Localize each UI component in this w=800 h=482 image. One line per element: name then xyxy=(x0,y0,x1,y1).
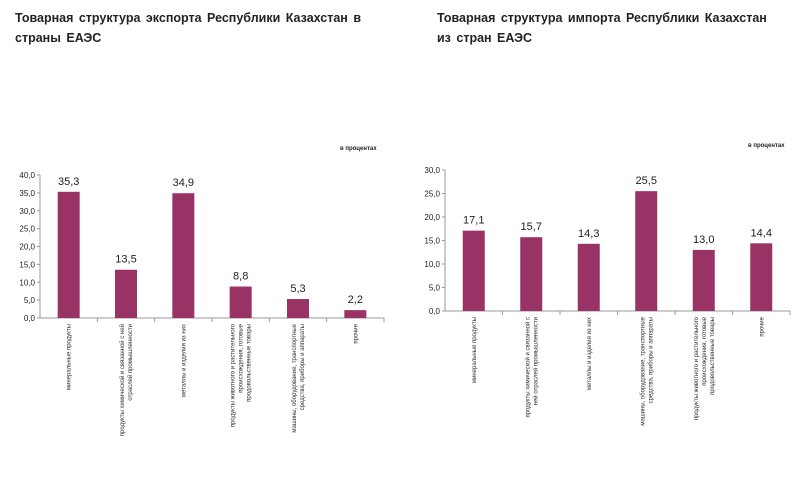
y-tick-label: 20,0 xyxy=(19,243,35,252)
y-tick-label: 30,0 xyxy=(424,166,440,175)
category-label: машины, оборудование, транспортные средст… xyxy=(640,316,654,425)
bar xyxy=(520,237,543,311)
right-title-line1: Товарная структура импорта Республики Ка… xyxy=(437,11,767,25)
y-tick-label: 5,0 xyxy=(24,296,36,305)
left-title-line2: страны ЕАЭС xyxy=(15,31,102,45)
y-tick-label: 10,0 xyxy=(424,260,440,269)
data-label: 35,3 xyxy=(58,176,79,188)
category-label-line: прочие xyxy=(759,316,765,336)
category-label: минеральные продукты xyxy=(67,324,73,390)
data-label: 5,3 xyxy=(290,283,305,295)
category-label: металлы и изделия из них xyxy=(181,324,187,397)
y-tick-label: 15,0 xyxy=(424,237,440,246)
y-tick-label: 40,0 xyxy=(19,171,35,180)
data-label: 13,0 xyxy=(693,234,714,246)
category-label-line: минеральные продукты xyxy=(67,324,73,390)
bar xyxy=(344,310,367,318)
category-label-line: продукты химической и связанной с xyxy=(524,317,531,418)
category-label-line: машины, оборудование, транспортные xyxy=(640,316,646,425)
y-tick-label: 35,0 xyxy=(19,189,35,198)
data-label: 8,8 xyxy=(233,271,248,283)
left-chart-title: Товарная структура экспорта Республики К… xyxy=(15,8,361,48)
bar xyxy=(57,191,80,318)
category-label: прочие xyxy=(759,316,765,336)
y-tick-label: 5,0 xyxy=(429,284,441,293)
category-label: продукты животного и растительного происх… xyxy=(694,316,716,420)
category-label-line: металлы и изделия из них xyxy=(587,317,593,390)
category-label: машины, оборудование, транспортные средст… xyxy=(292,323,306,432)
y-tick-label: 25,0 xyxy=(19,225,35,234)
y-tick-label: 30,0 xyxy=(19,207,35,216)
unit-note: в процентах xyxy=(748,143,785,149)
data-label: 15,7 xyxy=(521,221,542,233)
bar xyxy=(635,191,658,311)
category-label-line: средства, приборы и аппараты xyxy=(648,317,654,403)
category-label: прочие xyxy=(353,323,359,343)
data-label: 14,3 xyxy=(578,228,599,240)
category-label: продукты химической и связанной с ней отр… xyxy=(524,317,539,418)
category-label-line: происхождения, готовые xyxy=(239,323,245,392)
y-tick-label: 15,0 xyxy=(19,260,35,269)
bar xyxy=(172,193,195,318)
bar xyxy=(692,249,715,311)
category-label-line: ней отраслей промышленности xyxy=(532,317,539,405)
category-label-line: продовольственные товары xyxy=(247,324,253,402)
y-tick-label: 0,0 xyxy=(429,307,441,316)
category-label-line: средства, приборы и аппараты xyxy=(300,324,306,410)
bar xyxy=(229,286,252,318)
category-label: продукты животного и растительного происх… xyxy=(231,323,253,427)
y-tick-label: 10,0 xyxy=(19,278,35,287)
chart-1: в процентах 0,0 5,0 10,0 15,0 20,0 25,0 30,0 17,… xyxy=(424,143,791,426)
category-label-line: прочие xyxy=(353,323,359,343)
right-chart-title: Товарная структура импорта Республики Ка… xyxy=(437,8,767,48)
data-label: 25,5 xyxy=(636,175,657,187)
category-label-line: отраслей промышленности xyxy=(127,324,134,401)
bar xyxy=(577,243,600,311)
category-label-line: металлы и изделия из них xyxy=(181,324,187,397)
bar xyxy=(115,269,137,318)
data-label: 13,5 xyxy=(115,254,136,266)
data-label: 2,2 xyxy=(348,294,363,306)
category-label: минеральные продукты xyxy=(472,317,478,383)
category-label: продукты химической и связанной с ней отр… xyxy=(119,324,134,436)
right-title-line2: из стран ЕАЭС xyxy=(437,31,533,45)
category-label: металлы и изделия из них xyxy=(587,317,593,390)
category-label-line: продукты животного и растительного xyxy=(231,323,237,427)
left-title-line1: Товарная структура экспорта Республики К… xyxy=(15,11,362,25)
category-label-line: продукты химической и связанной с ней xyxy=(119,324,126,436)
category-label-line: машины, оборудование, транспортные xyxy=(292,323,298,432)
category-label-line: происхождения, готовые xyxy=(702,316,708,385)
y-tick-label: 0,0 xyxy=(24,314,36,323)
category-label-line: минеральные продукты xyxy=(472,317,478,383)
chart-0: в процентах 0,0 5,0 10,0 15,0 20,0 25,0 30,0 35,… xyxy=(19,146,385,436)
bar xyxy=(287,299,309,318)
bar xyxy=(462,230,485,311)
data-label: 17,1 xyxy=(463,215,484,227)
unit-note: в процентах xyxy=(340,146,377,152)
data-label: 14,4 xyxy=(751,227,772,239)
data-label: 34,9 xyxy=(173,177,194,189)
category-label-line: продукты животного и растительного xyxy=(694,316,700,420)
bar xyxy=(750,243,773,311)
category-label-line: продовольственные товары xyxy=(710,317,716,395)
y-tick-label: 25,0 xyxy=(424,190,440,199)
y-tick-label: 20,0 xyxy=(424,213,440,222)
